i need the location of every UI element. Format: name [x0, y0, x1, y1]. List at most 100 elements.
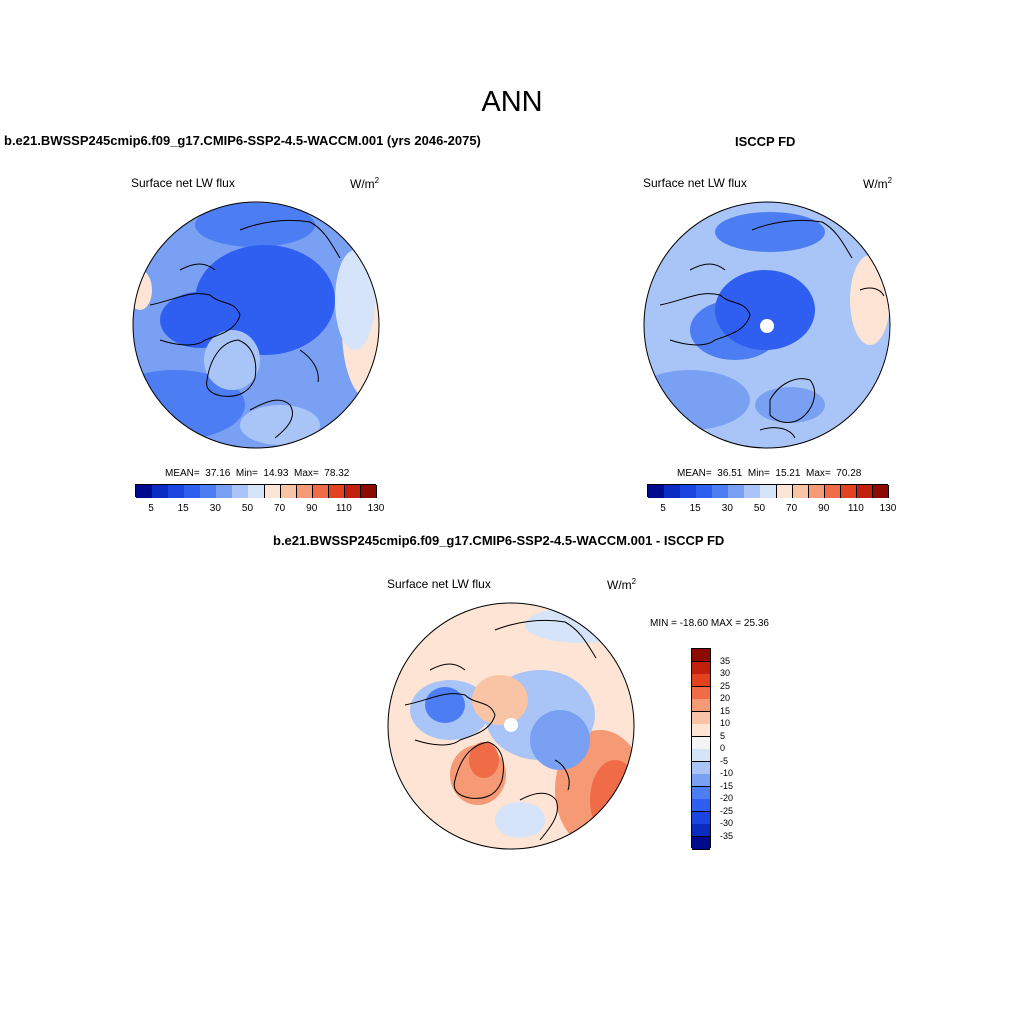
diff-region-pole-warm	[472, 675, 528, 725]
diff-region-atlantic-orange	[555, 730, 634, 849]
diff-coastlines	[404, 619, 597, 841]
model-colorbar-box	[344, 485, 362, 498]
obs-region-canada	[690, 300, 780, 360]
obs-colorbar-label: 110	[847, 503, 864, 514]
model-colorbar-box	[248, 485, 266, 498]
diff-colorbar-label: -5	[720, 755, 729, 766]
obs-colorbar-box	[648, 485, 665, 498]
obs-colorbar-box	[712, 485, 729, 498]
model-region-europe	[240, 405, 320, 445]
diff-colorbar-label: 15	[720, 705, 731, 716]
model-region-greenland	[204, 330, 260, 390]
diff-colorbar-label: -35	[720, 830, 734, 841]
obs-colorbar-box	[856, 485, 874, 498]
obs-colorbar-box	[664, 485, 681, 498]
diff-map-border	[387, 602, 635, 850]
obs-coastlines	[659, 219, 885, 439]
model-colorbar-box	[264, 485, 282, 498]
model-colorbar-box	[360, 485, 378, 498]
obs-colorbar-label: 70	[786, 503, 798, 514]
diff-colorbar-label: -30	[720, 818, 734, 828]
model-colorbar-label: 90	[306, 503, 318, 514]
diff-region-greenland	[450, 745, 506, 805]
diff-map-field	[388, 603, 634, 849]
model-colorbar-label: 130	[367, 503, 385, 514]
model-region-arctic-ocean	[195, 245, 335, 355]
obs-region-arctic-ocean	[715, 270, 815, 350]
obs-map-border	[643, 201, 891, 449]
obs-colorbar-box	[808, 485, 826, 498]
diff-variable-label: Surface net LW flux	[387, 577, 491, 591]
diff-region-atlantic-red	[590, 760, 634, 840]
diff-region-europe	[495, 802, 545, 838]
obs-colorbar-label: 5	[660, 503, 666, 514]
obs-panel-title: ISCCP FD	[735, 134, 796, 149]
diff-colorbar-label: -10	[720, 768, 734, 778]
obs-region-atlantic-warm	[850, 255, 890, 345]
model-colorbar-label: 50	[241, 503, 254, 514]
diff-colorbar	[691, 648, 711, 850]
obs-stats: MEAN= 36.51 Min= 15.21 Max= 70.28	[677, 468, 862, 479]
model-panel-title: b.e21.BWSSP245cmip6.f09_g17.CMIP6-SSP2-4…	[4, 133, 481, 148]
obs-map-field	[644, 202, 890, 448]
model-stats: MEAN= 37.16 Min= 14.93 Max= 78.32	[165, 468, 350, 479]
diff-colorbar-label: -25	[720, 805, 734, 816]
obs-colorbar-box	[872, 485, 890, 498]
model-colorbar-box	[280, 485, 298, 498]
diff-colorbar-label: 25	[720, 680, 731, 691]
diff-minmax-text: MIN = -18.60 MAX = 25.36	[650, 618, 769, 629]
diff-region-siberia	[525, 607, 634, 643]
model-region-atlantic-warm	[342, 260, 379, 400]
model-region-atlantic-pale	[335, 250, 375, 350]
model-colorbar	[135, 484, 378, 498]
model-variable-label: Surface net LW flux	[131, 176, 235, 190]
obs-colorbar-box	[840, 485, 858, 498]
model-colorbar-box	[328, 485, 346, 498]
diff-missing-pole	[504, 718, 518, 732]
obs-colorbar-label: 90	[818, 503, 830, 514]
model-region-pacific	[133, 370, 245, 440]
obs-variable-label: Surface net LW flux	[643, 176, 747, 190]
diff-panel-title: b.e21.BWSSP245cmip6.f09_g17.CMIP6-SSP2-4…	[273, 533, 725, 548]
diff-region-eurasia-deep	[530, 710, 590, 770]
model-units-label: W/m2	[350, 176, 380, 191]
diff-region-eurasia-blue	[485, 670, 595, 760]
model-colorbar-label: 70	[274, 503, 286, 514]
model-colorbar-label: 110	[335, 503, 352, 514]
model-region-west-warm	[133, 270, 152, 310]
diff-colorbar-label: 20	[720, 693, 731, 703]
model-colorbar-box	[312, 485, 330, 498]
model-colorbar-label: 5	[148, 503, 154, 514]
obs-colorbar-label: 30	[721, 503, 733, 514]
diff-region-archipelago	[425, 687, 465, 723]
diff-colorbar-label: -20	[720, 793, 734, 803]
diff-colorbar-box	[692, 836, 710, 850]
diff-region-greenland-core	[469, 742, 499, 778]
model-colorbar-label: 15	[177, 503, 189, 514]
diff-colorbar-label: 5	[720, 730, 726, 741]
obs-colorbar-label: 50	[753, 503, 766, 514]
diff-colorbar-label: 0	[720, 743, 726, 753]
diff-colorbar-labels: 35 30 25 20 15 10 5 0 -5 -10 -15 -20 -25 -30 -35	[691, 648, 751, 848]
obs-colorbar-label: 130	[879, 503, 897, 514]
model-colorbar-box	[168, 485, 185, 498]
obs-colorbar-box	[760, 485, 778, 498]
obs-units-label: W/m2	[863, 176, 893, 191]
diff-colorbar-label: -15	[720, 780, 734, 791]
diff-region-canada	[410, 680, 490, 740]
obs-region-pacific	[644, 370, 750, 430]
obs-colorbar-box	[744, 485, 761, 498]
model-colorbar-label: 30	[209, 503, 221, 514]
model-coastlines	[149, 219, 341, 439]
model-colorbar-box	[232, 485, 249, 498]
obs-colorbar-box	[680, 485, 697, 498]
obs-colorbar-labels: 5 15 30 50 70 90 110 130	[647, 503, 896, 515]
diff-colorbar-label: 10	[720, 718, 731, 728]
figure-title: ANN	[481, 86, 543, 118]
model-colorbar-box	[152, 485, 169, 498]
obs-region-siberia	[715, 212, 825, 252]
model-map-border	[132, 201, 380, 449]
diff-colorbar-label: 30	[720, 668, 731, 678]
obs-region-europe	[755, 387, 825, 423]
model-colorbar-box	[216, 485, 233, 498]
